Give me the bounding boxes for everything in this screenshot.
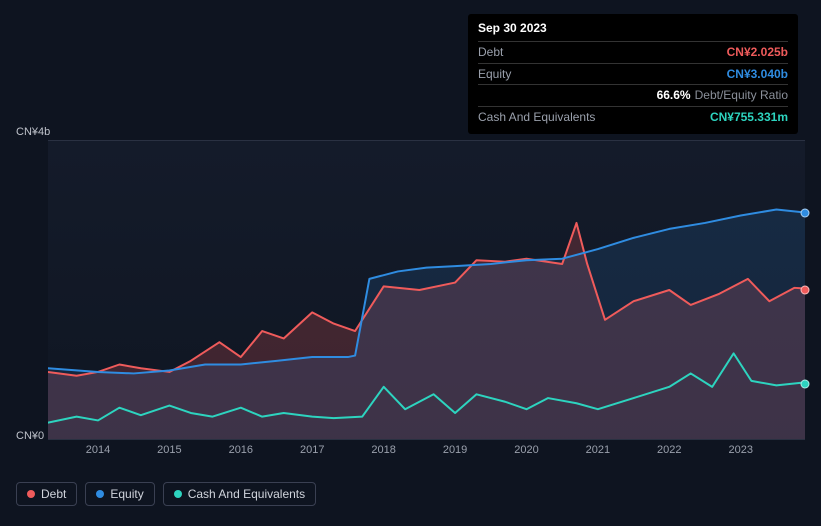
y-axis-label-min: CN¥0 xyxy=(16,430,44,442)
x-axis-tick: 2023 xyxy=(728,444,752,456)
tooltip-row: Debt CN¥2.025b xyxy=(478,41,788,63)
tooltip-row-label: Debt xyxy=(478,44,503,61)
x-axis-tick: 2020 xyxy=(514,444,538,456)
series-end-marker xyxy=(801,380,810,389)
x-axis-tick: 2016 xyxy=(229,444,253,456)
chart-svg xyxy=(48,141,805,439)
legend-label: Cash And Equivalents xyxy=(188,487,305,501)
x-axis-tick: 2019 xyxy=(443,444,467,456)
legend-label: Debt xyxy=(41,487,66,501)
series-end-marker xyxy=(801,209,810,218)
x-axis-labels: 2014 2015 2016 2017 2018 2019 2020 2021 2022 2023 xyxy=(48,444,805,460)
x-axis-tick: 2014 xyxy=(86,444,110,456)
chart-container: CN¥4b CN¥0 20142015201620172018201920202… xyxy=(16,120,805,460)
y-axis-label-max: CN¥4b xyxy=(16,126,50,138)
tooltip-row: 66.6%Debt/Equity Ratio xyxy=(478,84,788,106)
x-axis-tick: 2018 xyxy=(371,444,395,456)
x-axis-tick: 2021 xyxy=(586,444,610,456)
legend-dot-icon xyxy=(96,490,104,498)
legend-dot-icon xyxy=(27,490,35,498)
series-area-equity xyxy=(48,210,805,439)
chart-tooltip: Sep 30 2023 Debt CN¥2.025b Equity CN¥3.040b… xyxy=(468,14,798,134)
x-axis-tick: 2022 xyxy=(657,444,681,456)
series-end-marker xyxy=(801,285,810,294)
tooltip-row-value: 66.6%Debt/Equity Ratio xyxy=(657,87,788,104)
tooltip-date: Sep 30 2023 xyxy=(478,20,788,41)
chart-legend: Debt Equity Cash And Equivalents xyxy=(16,482,316,506)
legend-item-debt[interactable]: Debt xyxy=(16,482,77,506)
legend-item-equity[interactable]: Equity xyxy=(85,482,154,506)
chart-plot-area[interactable] xyxy=(48,140,805,440)
tooltip-row: Equity CN¥3.040b xyxy=(478,63,788,85)
legend-label: Equity xyxy=(110,487,143,501)
tooltip-row-label: Equity xyxy=(478,66,511,83)
x-axis-tick: 2017 xyxy=(300,444,324,456)
legend-item-cash-and-equivalents[interactable]: Cash And Equivalents xyxy=(163,482,316,506)
tooltip-row-value: CN¥3.040b xyxy=(727,66,788,83)
x-axis-tick: 2015 xyxy=(157,444,181,456)
tooltip-row-value: CN¥2.025b xyxy=(727,44,788,61)
legend-dot-icon xyxy=(174,490,182,498)
